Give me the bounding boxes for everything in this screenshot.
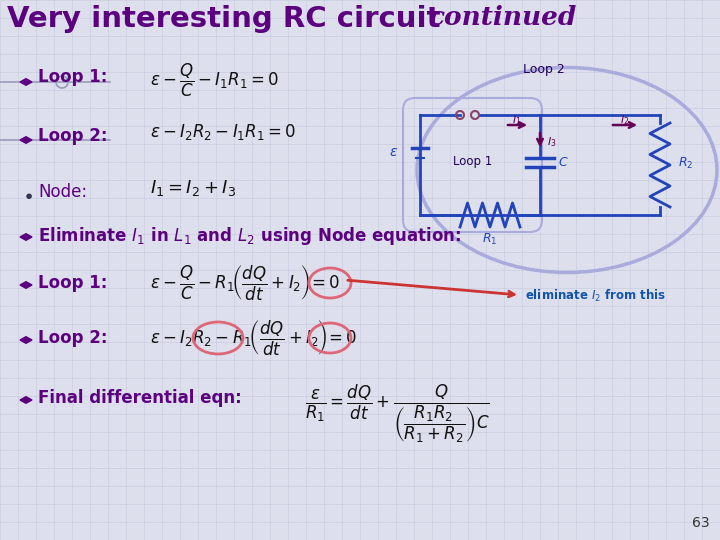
Text: C: C — [558, 156, 567, 168]
Text: $\varepsilon$: $\varepsilon$ — [389, 145, 398, 159]
Polygon shape — [20, 79, 32, 85]
Text: $I_3$: $I_3$ — [547, 135, 557, 149]
Polygon shape — [20, 234, 32, 240]
Text: $\varepsilon-\dfrac{Q}{C}-R_1\!\left(\dfrac{dQ}{dt}+I_2\right)\!=0$: $\varepsilon-\dfrac{Q}{C}-R_1\!\left(\df… — [150, 264, 341, 303]
Polygon shape — [20, 337, 32, 343]
Text: eliminate $\mathit{I_2}$ from this: eliminate $\mathit{I_2}$ from this — [525, 288, 666, 304]
Text: Loop 2:: Loop 2: — [38, 329, 107, 347]
Text: $\dfrac{\varepsilon}{R_1}=\dfrac{dQ}{dt}+\dfrac{Q}{\left(\dfrac{R_1R_2}{R_1+R_2}: $\dfrac{\varepsilon}{R_1}=\dfrac{dQ}{dt}… — [305, 383, 490, 445]
Text: Loop 2: Loop 2 — [523, 63, 565, 76]
Text: $I_1=I_2+I_3$: $I_1=I_2+I_3$ — [150, 178, 236, 198]
Text: 63: 63 — [693, 516, 710, 530]
Text: Loop 1: Loop 1 — [454, 156, 492, 168]
Polygon shape — [20, 282, 32, 288]
Text: $I_2$: $I_2$ — [621, 113, 630, 127]
Text: $R_1$: $R_1$ — [482, 232, 498, 247]
Text: Very interesting RC circuit: Very interesting RC circuit — [7, 5, 441, 33]
Text: Node:: Node: — [38, 183, 87, 201]
Text: $I_1$: $I_1$ — [512, 113, 522, 127]
Text: $\varepsilon-\dfrac{Q}{C}-I_1R_1=0$: $\varepsilon-\dfrac{Q}{C}-I_1R_1=0$ — [150, 62, 279, 99]
Text: $\varepsilon-I_2R_2-I_1R_1=0$: $\varepsilon-I_2R_2-I_1R_1=0$ — [150, 122, 296, 142]
Text: Final differential eqn:: Final differential eqn: — [38, 389, 242, 407]
Text: Eliminate $\boldsymbol{I_1}$ in $\boldsymbol{L_1}$ and $\boldsymbol{L_2}$ using : Eliminate $\boldsymbol{I_1}$ in $\boldsy… — [38, 225, 462, 247]
Text: continued: continued — [428, 5, 577, 30]
Text: Loop 1:: Loop 1: — [38, 274, 107, 292]
Polygon shape — [20, 397, 32, 403]
Text: Loop 2:: Loop 2: — [38, 127, 107, 145]
Text: Loop 1:: Loop 1: — [38, 68, 107, 86]
Text: $\bullet$: $\bullet$ — [22, 185, 33, 204]
Text: $R_2$: $R_2$ — [678, 156, 693, 171]
Text: $\varepsilon-I_2R_2-R_1\!\left(\dfrac{dQ}{dt}+I_2\right)\!=0$: $\varepsilon-I_2R_2-R_1\!\left(\dfrac{dQ… — [150, 319, 357, 358]
Polygon shape — [20, 137, 32, 143]
